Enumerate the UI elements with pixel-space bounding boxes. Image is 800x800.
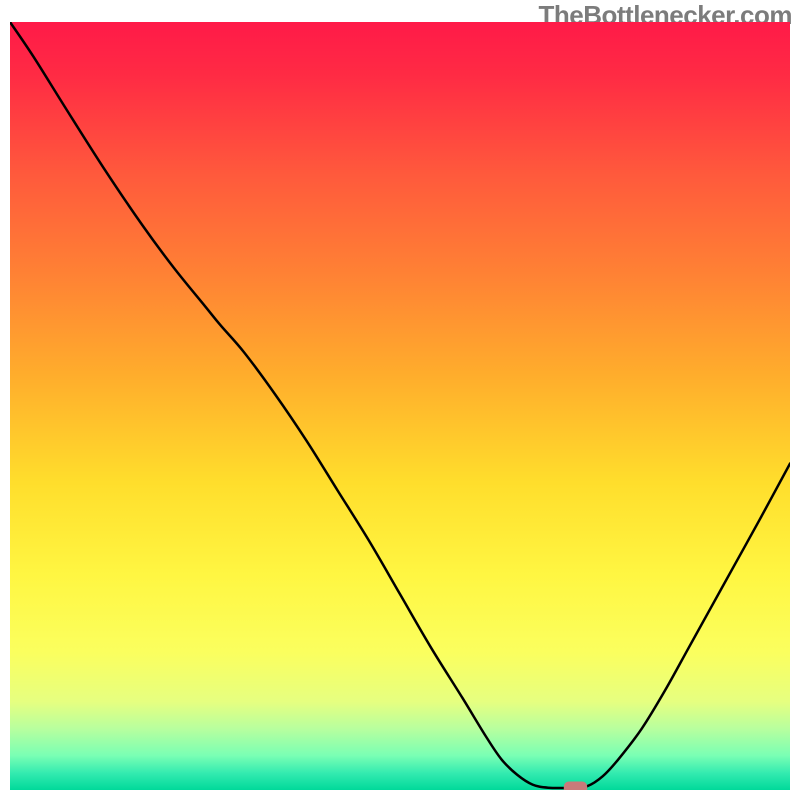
chart-container: TheBottlenecker.com [0, 0, 800, 800]
plot-area [10, 22, 790, 790]
bottleneck-chart-svg [10, 22, 790, 790]
optimal-marker [564, 782, 587, 790]
